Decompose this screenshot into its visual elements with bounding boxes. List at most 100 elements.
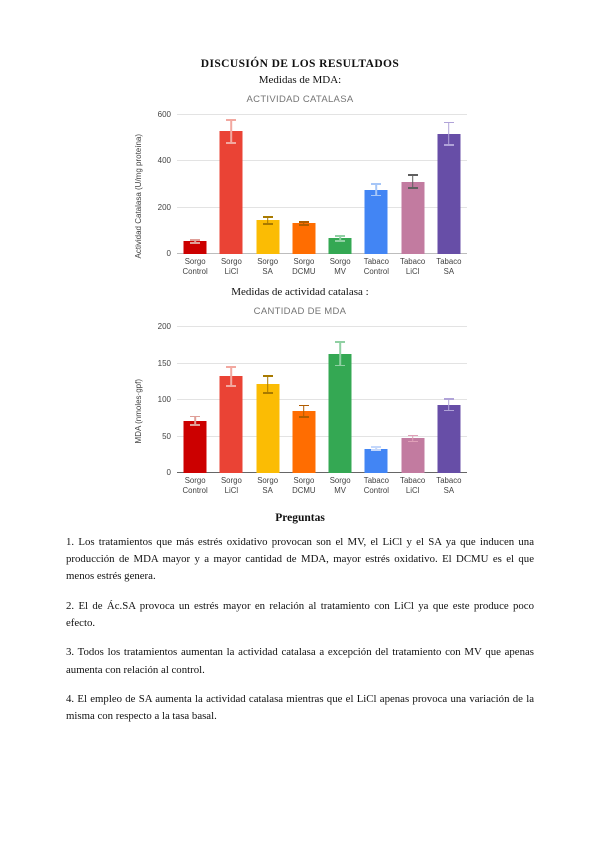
x-tick-label: Tabaco Control <box>358 257 394 276</box>
y-axis-title: Actividad Catalasa (U/mg proteína) <box>134 133 143 258</box>
error-bar <box>190 415 201 427</box>
error-bar-cap <box>226 141 237 144</box>
gridline <box>177 114 467 115</box>
x-tick-line: Sorgo <box>257 476 279 486</box>
bar-slot <box>358 115 394 254</box>
bar <box>364 189 388 254</box>
bar <box>437 133 461 254</box>
x-tick-label: Sorgo SA <box>250 257 286 276</box>
error-bar-cap <box>371 183 382 185</box>
error-bar-cap <box>443 121 454 124</box>
error-bar-cap <box>443 409 454 412</box>
error-bar-line <box>194 415 196 427</box>
x-tick-label: Sorgo MV <box>322 257 358 276</box>
y-tick-label: 200 <box>157 202 171 212</box>
cantidad-mda-chart: CANTIDAD DE MDA MDA (nmoles·gpf) 0 50 100 1… <box>133 306 467 495</box>
error-bar-cap <box>226 118 237 121</box>
x-tick-label: Tabaco SA <box>431 476 467 495</box>
y-tick-label: 400 <box>157 156 171 166</box>
error-bar <box>407 434 418 443</box>
x-tick-line: Sorgo <box>220 476 242 486</box>
error-bar <box>335 341 346 367</box>
error-bar-line <box>448 398 450 412</box>
x-tick-label: Tabaco SA <box>431 257 467 276</box>
x-tick-label: Tabaco LiCl <box>395 476 431 495</box>
error-bar-cap <box>335 341 346 343</box>
error-bar-cap <box>443 144 454 146</box>
bar <box>219 376 243 474</box>
error-bar <box>226 118 237 144</box>
error-bar-line <box>230 118 233 144</box>
error-bar-cap <box>298 221 309 223</box>
error-bar-cap <box>407 434 418 437</box>
bar <box>328 238 352 254</box>
x-tick-label: Sorgo Control <box>177 257 213 276</box>
error-bar-line <box>266 374 269 394</box>
bar <box>183 241 207 254</box>
x-tick-line: SA <box>262 266 273 276</box>
error-bar <box>298 404 309 418</box>
error-bar <box>262 216 273 225</box>
error-bar-cap <box>190 238 201 241</box>
x-tick-line: Sorgo <box>184 476 206 486</box>
plot-column: 0 200 400 600 Sorgo Control Sorgo LiCl Sorgo SA S… <box>145 110 467 276</box>
x-tick-line: Sorgo <box>184 257 206 266</box>
x-tick-label: Tabaco Control <box>358 476 394 495</box>
y-tick-label: 50 <box>162 431 171 441</box>
x-tick-line: DCMU <box>292 266 316 276</box>
y-tick-label: 150 <box>157 358 171 368</box>
chart-body: MDA (nmoles·gpf) 0 50 100 150 200 Sorgo Contr… <box>133 322 467 495</box>
error-bar-cap <box>335 239 346 242</box>
x-tick-line: Sorgo <box>293 257 315 266</box>
bar <box>401 181 425 254</box>
chart-body: Actividad Catalasa (U/mg proteína) 0 200 4… <box>133 110 467 276</box>
error-bar <box>443 121 454 146</box>
y-axis-title: MDA (nmoles·gpf) <box>134 379 143 444</box>
bar <box>401 438 425 474</box>
x-tick-label: Sorgo DCMU <box>286 257 322 276</box>
error-bar <box>443 398 454 412</box>
bar-slot <box>286 115 322 254</box>
error-bar-line <box>194 238 196 244</box>
gridline <box>177 399 467 401</box>
error-bar-cap <box>190 415 201 418</box>
document-title: DISCUSIÓN DE LOS RESULTADOS <box>200 58 400 70</box>
x-tick-line: SA <box>443 266 455 276</box>
bar-slot <box>250 115 286 254</box>
error-bar-cap <box>298 404 309 407</box>
y-tick-label: 600 <box>157 110 171 119</box>
x-tick-label: Sorgo DCMU <box>286 476 322 495</box>
x-axis-labels: Sorgo Control Sorgo LiCl Sorgo SA Sorgo DCMU Sor… <box>177 257 467 276</box>
document-page: DISCUSIÓN DE LOS RESULTADOS Medidas de M… <box>66 58 534 722</box>
error-bar-cap <box>371 194 382 197</box>
bar <box>256 384 280 474</box>
plot-column: 0 50 100 150 200 Sorgo Control Sorgo LiCl Sorgo S… <box>145 322 467 495</box>
paragraph-2: 2. El de Ác.SA provoca un estrés mayor e… <box>66 599 534 629</box>
gridline <box>177 326 467 328</box>
error-bar-cap <box>335 235 346 238</box>
x-tick-line: LiCl <box>405 266 420 276</box>
x-tick-line: SA <box>443 486 455 496</box>
x-tick-label: Tabaco LiCl <box>395 257 431 276</box>
x-tick-line: Sorgo <box>329 476 351 486</box>
x-tick-label: Sorgo Control <box>177 476 213 495</box>
error-bar-cap <box>262 392 273 394</box>
y-tick-label: 100 <box>157 395 171 405</box>
bar <box>437 404 461 474</box>
error-bar <box>262 374 273 394</box>
error-bar-cap <box>443 398 454 400</box>
error-bar-cap <box>262 216 273 218</box>
x-tick-label: Sorgo LiCl <box>213 476 249 495</box>
x-tick-line: DCMU <box>292 486 316 496</box>
error-bar <box>371 446 382 451</box>
bar <box>328 353 352 474</box>
plot-area: 0 50 100 150 200 <box>158 322 467 477</box>
x-tick-line: Control <box>363 486 389 496</box>
error-bar-cap <box>298 416 309 418</box>
bar-slot <box>358 327 394 474</box>
subtitle-medidas-catalasa: Medidas de actividad catalasa : <box>231 286 369 299</box>
x-tick-line: Sorgo <box>220 257 242 266</box>
subtitle-medidas-mda: Medidas de MDA: <box>258 74 342 86</box>
error-bar-cap <box>262 374 273 377</box>
